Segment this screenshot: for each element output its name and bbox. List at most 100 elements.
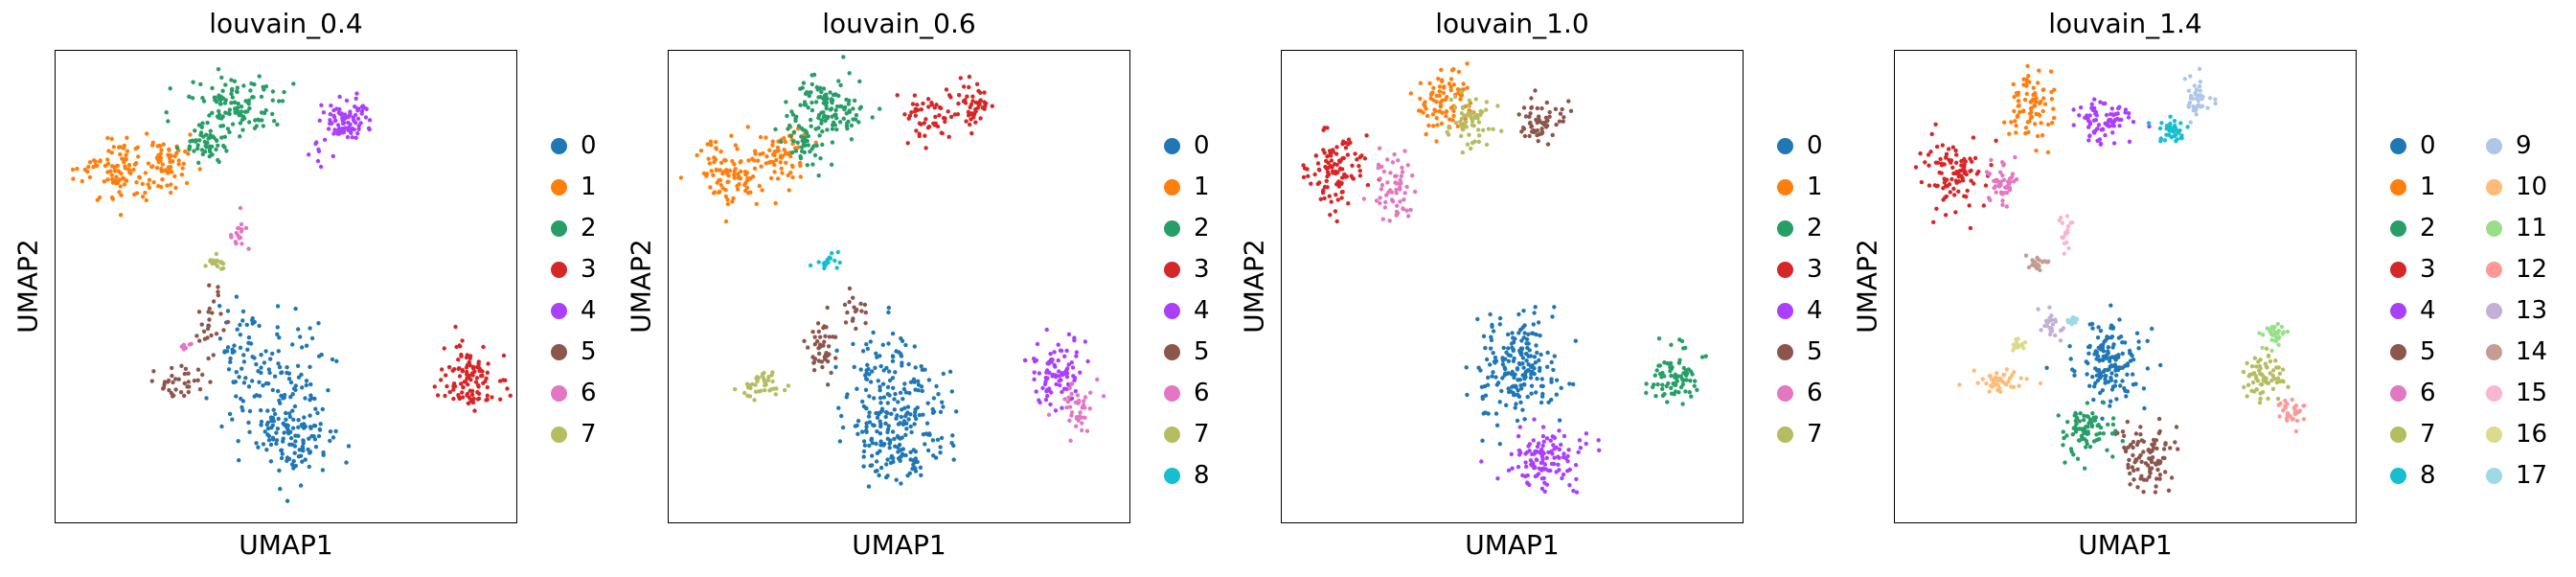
cell-point <box>1519 338 1524 343</box>
cell-point <box>1073 388 1078 394</box>
cell-point <box>832 258 837 264</box>
cell-point <box>969 102 974 107</box>
cell-point <box>887 378 893 383</box>
cell-point <box>2173 440 2177 445</box>
cell-point <box>2163 442 2168 447</box>
cell-point <box>970 94 975 99</box>
cell-point <box>2039 328 2043 333</box>
cell-point <box>2089 102 2094 106</box>
cell-point <box>867 420 873 425</box>
cell-point <box>1448 84 1453 89</box>
cluster-5-points <box>802 286 868 387</box>
cell-point <box>873 365 878 370</box>
cell-point <box>1972 368 1976 373</box>
cell-point <box>1560 475 1564 481</box>
cell-point <box>2011 348 2016 353</box>
cell-point <box>1394 191 1399 196</box>
cell-point <box>2098 141 2104 146</box>
legend-color-marker <box>551 426 567 443</box>
cell-point <box>1047 370 1052 376</box>
cell-point <box>2268 358 2273 364</box>
cell-point <box>1452 104 1458 110</box>
cell-point <box>2050 322 2056 327</box>
cell-point <box>1356 164 1361 169</box>
cell-point <box>784 100 788 104</box>
cell-point <box>2266 396 2270 402</box>
cell-point <box>1404 208 1409 213</box>
cell-point <box>1044 370 1049 375</box>
cell-point <box>167 387 171 393</box>
cell-point <box>480 373 485 379</box>
cell-point <box>886 310 891 315</box>
cell-point <box>1511 347 1516 352</box>
cell-point <box>227 411 233 417</box>
cell-point <box>764 135 768 140</box>
cell-point <box>467 388 472 393</box>
cell-point <box>2141 490 2146 495</box>
cell-point <box>2023 130 2028 136</box>
cell-point <box>907 390 912 396</box>
legend-item-11: 11 <box>2486 209 2547 247</box>
cell-point <box>241 83 246 88</box>
cell-point <box>233 108 238 113</box>
cell-point <box>745 175 750 181</box>
x-axis-label: UMAP1 <box>239 529 333 561</box>
cell-point <box>2285 413 2290 418</box>
cell-point <box>261 383 265 388</box>
cell-point <box>933 121 938 126</box>
cell-point <box>270 435 276 440</box>
cell-point <box>1484 142 1490 148</box>
cell-point <box>367 118 373 123</box>
cell-point <box>292 450 297 455</box>
cell-point <box>2280 379 2285 383</box>
cell-point <box>946 134 951 139</box>
cell-point <box>1448 97 1453 103</box>
cluster-10-points <box>1957 367 2043 394</box>
cell-point <box>2157 476 2162 481</box>
cell-point <box>1552 305 1557 310</box>
cell-point <box>170 373 174 379</box>
cell-point <box>1568 108 1574 113</box>
cluster-12-points <box>2276 397 2307 434</box>
cell-point <box>1465 85 1470 90</box>
cell-point <box>2279 324 2285 330</box>
cell-point <box>2029 114 2035 120</box>
legend-label: 12 <box>2516 255 2548 284</box>
cell-point <box>459 354 464 358</box>
cell-point <box>2102 339 2107 344</box>
cell-point <box>2001 162 2006 167</box>
cell-point <box>965 94 969 99</box>
cell-point <box>803 143 808 148</box>
cell-point <box>822 355 828 359</box>
cell-point <box>801 81 807 85</box>
cell-point <box>854 326 858 332</box>
cell-point <box>2012 95 2017 100</box>
cell-point <box>758 151 763 157</box>
cell-point <box>864 342 869 347</box>
cell-point <box>2245 394 2249 399</box>
umap-panel-louvain-0-6: louvain_0.6 UMAP1 UMAP2 0 1 2 3 4 5 6 7 8 <box>613 0 1226 577</box>
cell-point <box>1926 163 1931 168</box>
cell-point <box>1359 153 1364 158</box>
cell-point <box>1495 104 1500 108</box>
cell-point <box>820 129 825 134</box>
cell-point <box>913 459 918 465</box>
cell-point <box>759 164 764 169</box>
cell-point <box>1660 386 1665 391</box>
cell-point <box>833 112 838 117</box>
cell-point <box>2188 74 2193 79</box>
cluster-3-points <box>432 324 513 413</box>
cell-point <box>819 118 824 123</box>
cell-point <box>1506 386 1511 391</box>
cell-point <box>2092 384 2097 389</box>
cell-point <box>773 200 778 206</box>
cell-point <box>2012 370 2017 375</box>
cell-point <box>900 397 905 402</box>
legend-label: 5 <box>2420 337 2436 366</box>
cell-point <box>345 134 351 140</box>
cell-point <box>1491 370 1495 375</box>
cell-point <box>1301 163 1306 168</box>
cell-point <box>1514 402 1518 406</box>
cell-point <box>2047 305 2052 310</box>
legend-label: 4 <box>581 296 597 325</box>
